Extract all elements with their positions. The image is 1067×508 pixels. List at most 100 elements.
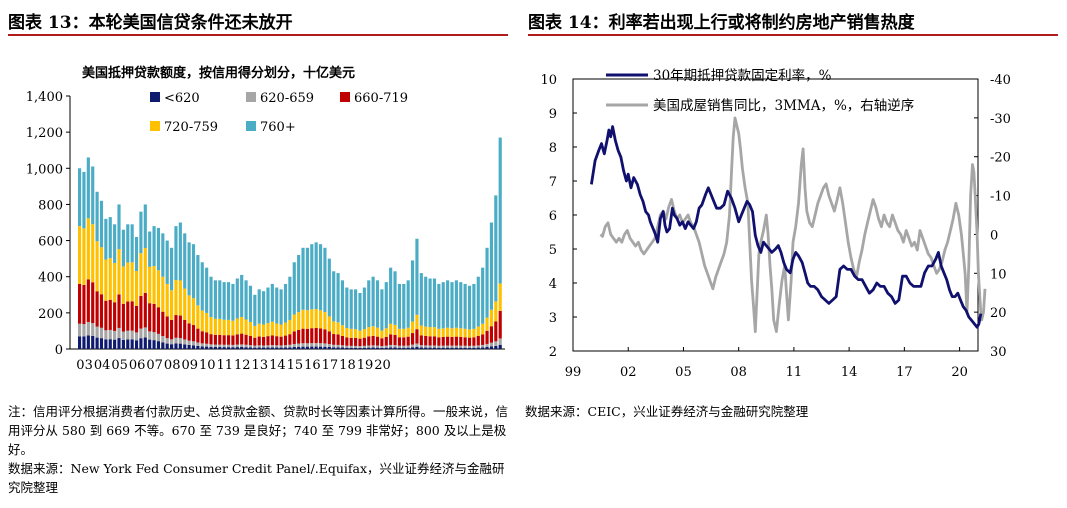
legend-mortgage-rate: 30年期抵押贷款固定利率，% bbox=[606, 67, 832, 84]
bar-segment-720-759 bbox=[463, 328, 467, 338]
bar-segment-660-719 bbox=[349, 337, 353, 346]
bar-segment-620-659 bbox=[183, 339, 187, 345]
bar-segment-620-659 bbox=[384, 345, 388, 348]
bar-segment-760-plus bbox=[113, 224, 117, 263]
bar-segment-620-659 bbox=[318, 343, 323, 347]
bar-segment-620-659 bbox=[327, 344, 331, 347]
bar-segment-below-620 bbox=[139, 338, 143, 349]
bar-segment-720-759 bbox=[406, 327, 410, 337]
bar-segment-760-plus bbox=[91, 166, 95, 225]
x-tick-label: 09 bbox=[181, 358, 198, 373]
bar-segment-660-719 bbox=[292, 331, 296, 344]
bar-segment-760-plus bbox=[367, 280, 371, 328]
bar-segment-720-759 bbox=[318, 310, 323, 329]
bar-segment-720-759 bbox=[121, 266, 125, 304]
bar-segment-760-plus bbox=[218, 280, 222, 319]
bar-segment-760-plus bbox=[310, 244, 314, 310]
bar-segment-660-719 bbox=[139, 295, 143, 329]
x-tick-label: 20 bbox=[374, 358, 391, 373]
bar-segment-660-719 bbox=[485, 330, 489, 344]
bar-segment-720-759 bbox=[279, 324, 283, 337]
bar-segment-660-719 bbox=[354, 337, 358, 346]
bar-segment-below-620 bbox=[424, 347, 428, 349]
left-y-tick-label: 7 bbox=[549, 175, 557, 190]
bar-segment-620-659 bbox=[148, 331, 152, 340]
bar-segment-760-plus bbox=[494, 195, 498, 302]
bar-segment-below-620 bbox=[380, 347, 384, 349]
bar-segment-below-620 bbox=[415, 346, 419, 349]
mortgage-origination-bar-chart: 美国抵押贷款额度，按信用得分划分，十亿美元 0 200 400 600 800 1,000 1… bbox=[26, 65, 505, 373]
bar-segment-760-plus bbox=[323, 247, 327, 313]
bar-segment-720-759 bbox=[82, 228, 86, 285]
bar-segment-below-620 bbox=[130, 339, 134, 349]
bar-segment-720-759 bbox=[498, 283, 502, 311]
bar-segment-760-plus bbox=[231, 283, 235, 321]
bar-segment-660-719 bbox=[367, 336, 371, 346]
bar-segment-660-719 bbox=[424, 335, 428, 346]
bar-segment-720-759 bbox=[248, 321, 253, 336]
legend-swatch bbox=[246, 92, 256, 102]
bar-segment-720-759 bbox=[200, 310, 204, 332]
bar-segment-720-759 bbox=[415, 314, 419, 330]
bar-segment-720-759 bbox=[485, 317, 489, 331]
bar-segment-below-620 bbox=[428, 347, 432, 349]
x-tick-label: 11 bbox=[786, 365, 803, 380]
bar-segment-760-plus bbox=[454, 280, 458, 328]
bar-segment-below-620 bbox=[148, 339, 152, 349]
bar-segment-660-719 bbox=[191, 325, 196, 342]
bar-segment-620-659 bbox=[209, 344, 213, 347]
legend-label: 720-759 bbox=[164, 120, 218, 135]
x-tick-label: 19 bbox=[357, 358, 374, 373]
bar-segment-620-659 bbox=[415, 343, 419, 347]
bar-segment-760-plus bbox=[327, 258, 331, 317]
bar-segment-660-719 bbox=[196, 328, 200, 343]
bar-segment-720-759 bbox=[354, 329, 358, 338]
bar-segment-620-659 bbox=[314, 343, 318, 347]
bar-segment-720-759 bbox=[441, 328, 445, 337]
left-y-tick-label: 4 bbox=[549, 277, 557, 292]
bar-segment-720-759 bbox=[95, 241, 99, 292]
bar-segment-below-620 bbox=[161, 342, 165, 349]
bar-segment-760-plus bbox=[226, 282, 231, 320]
legend-label: <620 bbox=[164, 91, 200, 106]
bar-segment-below-620 bbox=[305, 346, 309, 349]
bar-segment-760-plus bbox=[472, 283, 476, 329]
bar-segment-660-719 bbox=[148, 303, 152, 332]
right-y-tick-label: -30 bbox=[990, 112, 1011, 127]
bar-segment-760-plus bbox=[156, 227, 161, 271]
bar-segment-620-659 bbox=[297, 343, 301, 347]
bar-segment-below-620 bbox=[178, 343, 182, 349]
bar-segment-620-659 bbox=[121, 331, 125, 340]
bar-segment-620-659 bbox=[99, 327, 104, 339]
bar-segment-below-620 bbox=[397, 347, 401, 349]
bar-segment-760-plus bbox=[222, 282, 226, 320]
bar-segment-620-659 bbox=[200, 343, 204, 347]
bar-segment-620-659 bbox=[498, 338, 502, 345]
bar-segment-660-719 bbox=[472, 337, 476, 346]
bar-segment-660-719 bbox=[240, 333, 244, 345]
bar-segment-720-759 bbox=[134, 270, 139, 306]
bar-segment-760-plus bbox=[205, 267, 209, 313]
plot-frame bbox=[572, 78, 979, 352]
bar-segment-760-plus bbox=[117, 204, 121, 250]
bar-segment-720-759 bbox=[139, 253, 143, 296]
bar-segment-660-719 bbox=[187, 323, 191, 341]
bar-segment-620-659 bbox=[134, 332, 139, 341]
bar-segment-760-plus bbox=[340, 280, 345, 326]
bar-segment-below-620 bbox=[354, 347, 358, 349]
bar-segment-620-659 bbox=[226, 344, 231, 348]
bar-segment-620-659 bbox=[467, 345, 472, 348]
legend-swatch bbox=[150, 121, 160, 131]
bar-segment-below-620 bbox=[389, 347, 393, 349]
bar-segment-720-759 bbox=[397, 328, 401, 338]
bar-segment-720-759 bbox=[266, 323, 270, 337]
bar-segment-720-759 bbox=[389, 323, 393, 335]
bar-segment-660-719 bbox=[165, 316, 169, 339]
legend-below-620: <620 bbox=[150, 91, 200, 106]
bar-segment-below-620 bbox=[113, 339, 117, 349]
bar-segment-below-620 bbox=[446, 347, 450, 349]
bar-segment-below-620 bbox=[371, 347, 375, 349]
bar-segment-760-plus bbox=[95, 191, 99, 242]
bar-segment-below-620 bbox=[310, 346, 314, 349]
right-y-tick-label: -40 bbox=[990, 73, 1011, 88]
